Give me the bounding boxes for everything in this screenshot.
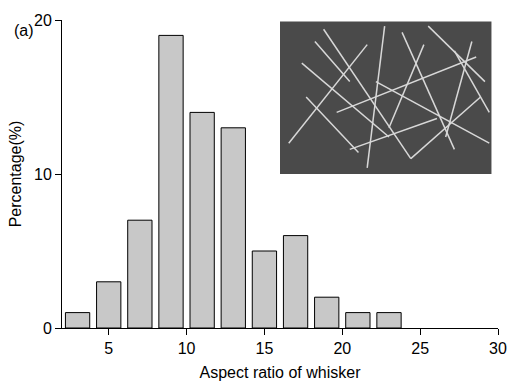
svg-text:Percentage(%): Percentage(%) — [7, 121, 24, 228]
svg-text:Aspect ratio of whisker: Aspect ratio of whisker — [200, 364, 362, 381]
svg-text:20: 20 — [34, 12, 52, 29]
svg-text:5: 5 — [104, 340, 113, 357]
svg-text:(a): (a) — [14, 22, 34, 39]
svg-text:25: 25 — [411, 340, 429, 357]
svg-text:20: 20 — [333, 340, 351, 357]
svg-text:10: 10 — [34, 166, 52, 183]
svg-text:15: 15 — [256, 340, 274, 357]
svg-text:10: 10 — [178, 340, 196, 357]
svg-text:0: 0 — [43, 320, 52, 337]
svg-text:30: 30 — [489, 340, 507, 357]
